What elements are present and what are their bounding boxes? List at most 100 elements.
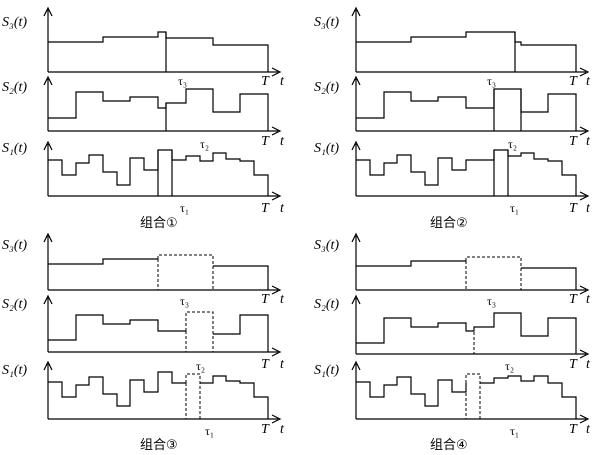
- t-axis-label: t: [280, 292, 285, 307]
- waveform-s1-left: [48, 371, 186, 407]
- row-s2: S₂(t) τ₂ T t: [314, 294, 591, 373]
- waveform-s3-right: [521, 267, 577, 290]
- ylabel-s3: S₃(t): [314, 15, 339, 30]
- t-end-label: T: [569, 74, 578, 89]
- tau3-label: τ₃: [487, 74, 496, 88]
- t-axis-label: t: [280, 74, 285, 89]
- t-axis-label: t: [586, 422, 591, 437]
- waveform-s3-left: [48, 258, 158, 265]
- y-axis: [351, 6, 361, 72]
- row-s1: S₁(t) τ₁ T t: [314, 360, 591, 438]
- y-axis: [43, 140, 53, 196]
- x-axis: [48, 126, 282, 136]
- row-s1: S₁(t) τ₁ T t: [314, 140, 591, 216]
- x-axis: [356, 285, 590, 295]
- ylabel-s2: S₂(t): [2, 297, 27, 312]
- panel-combination-4: S₃(t) τ₃ T t S₂(t) τ₂ T t S₁(t): [314, 232, 591, 453]
- ylabel-s1: S₁(t): [314, 141, 339, 156]
- tau1-label: τ₁: [180, 201, 189, 215]
- waveform-s2: [356, 88, 577, 131]
- waveform-s1-right: [480, 375, 577, 419]
- t-axis-label: t: [280, 422, 285, 437]
- waveform-s2: [356, 312, 577, 354]
- t-axis-label: t: [586, 292, 591, 307]
- waveform-s3-right: [213, 265, 269, 290]
- x-axis: [356, 349, 590, 359]
- ylabel-s2: S₂(t): [2, 80, 27, 95]
- t-axis-label: t: [586, 134, 591, 149]
- deleted-segment-tau3: [465, 256, 522, 290]
- ylabel-s2: S₂(t): [314, 80, 339, 95]
- waveform-s2-left: [48, 314, 186, 341]
- waveform-s3: [48, 31, 269, 72]
- waveform-s2: [48, 88, 269, 131]
- ylabel-s3: S₃(t): [2, 238, 27, 253]
- deleted-segment-tau2: [185, 311, 214, 352]
- t-axis-label: t: [586, 74, 591, 89]
- ylabel-s3: S₃(t): [2, 15, 27, 30]
- tau3-label: τ₃: [178, 74, 187, 88]
- x-axis: [48, 347, 282, 357]
- y-axis: [351, 294, 361, 354]
- ylabel-s1: S₁(t): [2, 363, 27, 378]
- t-axis-label: t: [280, 357, 285, 372]
- t-axis-label: t: [586, 201, 591, 216]
- tau3-label: τ₃: [487, 294, 496, 308]
- waveform-s1: [356, 149, 577, 196]
- row-s3: S₃(t) τ₃ T t: [2, 232, 285, 308]
- ylabel-s1: S₁(t): [2, 141, 27, 156]
- row-s2: S₂(t) τ₂ T t: [2, 75, 285, 151]
- row-s1: S₁(t) τ₁ T t: [2, 360, 285, 438]
- y-axis: [43, 360, 53, 419]
- y-axis: [43, 75, 53, 131]
- deleted-segment-tau1: [185, 373, 201, 419]
- ylabel-s1: S₁(t): [314, 363, 339, 378]
- x-axis: [356, 126, 590, 136]
- x-axis: [48, 414, 282, 424]
- waveform-s2-right: [213, 314, 269, 352]
- x-axis: [48, 67, 282, 77]
- caption: 组合②: [430, 216, 468, 231]
- tau1-label: τ₁: [510, 424, 519, 438]
- t-end-label: T: [569, 292, 578, 307]
- t-axis-label: t: [586, 357, 591, 372]
- y-axis: [351, 75, 361, 131]
- x-axis: [356, 414, 590, 424]
- t-end-label: T: [569, 422, 578, 437]
- tau2-label: τ₂: [196, 359, 205, 373]
- ylabel-s3: S₃(t): [314, 238, 339, 253]
- caption: 组合③: [140, 438, 178, 453]
- tau3-label: τ₃: [180, 294, 189, 308]
- waveform-s3-left: [356, 260, 466, 267]
- row-s3: S₃(t) τ₃ T t: [2, 6, 285, 89]
- tau2-label: τ₂: [200, 137, 209, 151]
- row-s1: S₁(t) τ₁ T t: [2, 140, 285, 216]
- row-s3: S₃(t) τ₃ T t: [314, 6, 591, 89]
- t-axis-label: t: [280, 201, 285, 216]
- tau2-label: τ₂: [508, 137, 517, 151]
- t-axis-label: t: [280, 134, 285, 149]
- panel-combination-3: S₃(t) τ₃ T t S₂(t) τ₂ T t S₁(t): [2, 232, 285, 453]
- t-end-label: T: [261, 201, 270, 216]
- deleted-segment-tau3: [157, 254, 214, 290]
- t-end-label: T: [261, 357, 270, 372]
- deleted-segment-tau1: [465, 373, 481, 419]
- t-end-label: T: [569, 134, 578, 149]
- row-s3: S₃(t) τ₃ T t: [314, 232, 591, 308]
- x-axis: [48, 191, 282, 201]
- waveform-s1-right: [200, 375, 269, 419]
- t-end-label: T: [261, 134, 270, 149]
- t-end-label: T: [261, 292, 270, 307]
- t-end-label: T: [261, 74, 270, 89]
- panel-combination-2: S₃(t) τ₃ T t S₂(t) τ₂ T t S₁(t): [314, 6, 591, 231]
- t-end-label: T: [569, 201, 578, 216]
- x-axis: [48, 285, 282, 295]
- t-end-label: T: [261, 422, 270, 437]
- y-axis: [351, 360, 361, 419]
- tau1-label: τ₁: [510, 201, 519, 215]
- t-end-label: T: [569, 357, 578, 372]
- tau1-label: τ₁: [205, 424, 214, 438]
- waveform-s3: [356, 31, 577, 72]
- caption: 组合④: [430, 438, 468, 453]
